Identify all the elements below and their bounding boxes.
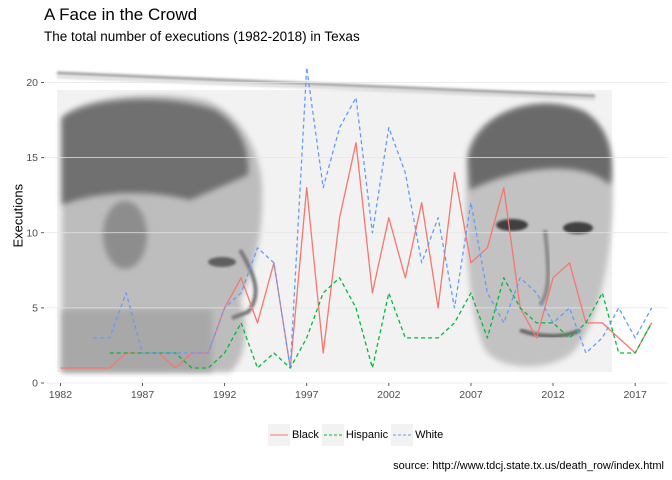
line-chart: 0 5 10 15 20 1982 1987 1992 1997 2002 2007 2012 2017 (26, 66, 668, 401)
y-tick-label: 5 (32, 302, 38, 314)
x-tick-label: 1987 (131, 389, 155, 401)
x-tick-label: 1997 (295, 389, 319, 401)
y-tick-label: 0 (32, 378, 38, 390)
legend-label-hispanic: Hispanic (345, 429, 389, 441)
x-tick-label: 1982 (49, 389, 73, 401)
legend-key-hispanic (321, 424, 344, 446)
legend-label-black: Black (292, 429, 319, 441)
x-tick-label: 1992 (213, 389, 237, 401)
x-tick-label: 2017 (623, 389, 647, 401)
series-line-white (93, 66, 653, 369)
face-left (62, 95, 263, 372)
series-lines (60, 66, 653, 369)
axes: 0 5 10 15 20 1982 1987 1992 1997 2002 2007 2012 2017 (26, 77, 647, 401)
legend-key-white (391, 424, 414, 446)
x-tick-label: 2012 (541, 389, 565, 401)
face-right (465, 103, 613, 367)
x-tick-label: 2007 (459, 389, 483, 401)
y-tick-label: 15 (26, 152, 38, 164)
y-tick-label: 20 (26, 77, 38, 89)
legend-key-black (268, 424, 290, 446)
chart-subtitle: The total number of executions (1982-201… (44, 29, 360, 44)
y-tick-label: 10 (26, 227, 38, 239)
chart-title: A Face in the Crowd (44, 5, 198, 24)
legend-item-white: White (391, 424, 443, 446)
series-line-hispanic (109, 277, 653, 369)
source-caption: source: http://www.tdcj.state.tx.us/deat… (393, 460, 664, 472)
legend-label-white: White (415, 429, 444, 441)
legend-item-black: Black (268, 424, 319, 446)
x-tick-label: 2002 (377, 389, 401, 401)
legend-item-hispanic: Hispanic (321, 424, 389, 446)
legend: Black Hispanic White (268, 423, 446, 447)
background-photo (56, 71, 613, 372)
